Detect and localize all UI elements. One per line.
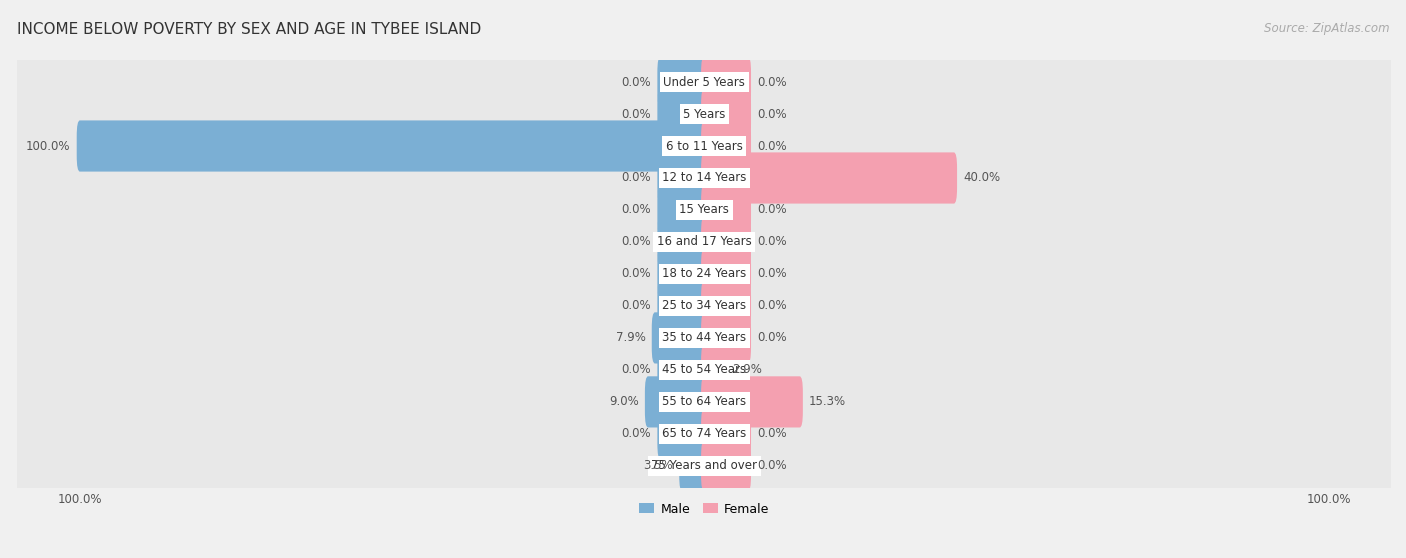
Text: 0.0%: 0.0% <box>758 204 787 217</box>
Text: 0.0%: 0.0% <box>621 300 651 312</box>
FancyBboxPatch shape <box>702 376 803 427</box>
FancyBboxPatch shape <box>702 312 751 363</box>
FancyBboxPatch shape <box>702 248 751 300</box>
FancyBboxPatch shape <box>14 148 1395 208</box>
FancyBboxPatch shape <box>14 85 1395 143</box>
Legend: Male, Female: Male, Female <box>634 498 775 521</box>
FancyBboxPatch shape <box>679 440 707 492</box>
FancyBboxPatch shape <box>658 152 707 204</box>
Text: 0.0%: 0.0% <box>758 235 787 248</box>
Text: 18 to 24 Years: 18 to 24 Years <box>662 267 747 281</box>
Text: 7.9%: 7.9% <box>616 331 645 344</box>
Text: 0.0%: 0.0% <box>758 331 787 344</box>
FancyBboxPatch shape <box>658 88 707 140</box>
FancyBboxPatch shape <box>702 217 751 267</box>
FancyBboxPatch shape <box>14 244 1395 304</box>
Text: 6 to 11 Years: 6 to 11 Years <box>666 140 742 152</box>
Text: 0.0%: 0.0% <box>758 75 787 89</box>
Text: 45 to 54 Years: 45 to 54 Years <box>662 363 747 377</box>
FancyBboxPatch shape <box>14 277 1395 335</box>
FancyBboxPatch shape <box>14 117 1395 175</box>
FancyBboxPatch shape <box>702 121 751 172</box>
Text: INCOME BELOW POVERTY BY SEX AND AGE IN TYBEE ISLAND: INCOME BELOW POVERTY BY SEX AND AGE IN T… <box>17 22 481 37</box>
FancyBboxPatch shape <box>14 309 1395 367</box>
FancyBboxPatch shape <box>652 312 707 363</box>
FancyBboxPatch shape <box>14 52 1395 112</box>
Text: 0.0%: 0.0% <box>758 108 787 121</box>
FancyBboxPatch shape <box>702 280 751 331</box>
FancyBboxPatch shape <box>77 121 707 172</box>
FancyBboxPatch shape <box>658 217 707 267</box>
Text: 0.0%: 0.0% <box>621 363 651 377</box>
FancyBboxPatch shape <box>645 376 707 427</box>
Text: 9.0%: 9.0% <box>609 396 638 408</box>
Text: 0.0%: 0.0% <box>621 204 651 217</box>
Text: 12 to 14 Years: 12 to 14 Years <box>662 171 747 185</box>
FancyBboxPatch shape <box>658 56 707 108</box>
FancyBboxPatch shape <box>702 56 751 108</box>
Text: Under 5 Years: Under 5 Years <box>664 75 745 89</box>
Text: 0.0%: 0.0% <box>758 459 787 473</box>
Text: 5 Years: 5 Years <box>683 108 725 121</box>
Text: Source: ZipAtlas.com: Source: ZipAtlas.com <box>1264 22 1389 35</box>
Text: 16 and 17 Years: 16 and 17 Years <box>657 235 752 248</box>
Text: 55 to 64 Years: 55 to 64 Years <box>662 396 747 408</box>
Text: 0.0%: 0.0% <box>621 171 651 185</box>
Text: 0.0%: 0.0% <box>758 427 787 440</box>
Text: 40.0%: 40.0% <box>963 171 1001 185</box>
FancyBboxPatch shape <box>14 181 1395 239</box>
FancyBboxPatch shape <box>702 440 751 492</box>
Text: 65 to 74 Years: 65 to 74 Years <box>662 427 747 440</box>
Text: 0.0%: 0.0% <box>758 140 787 152</box>
Text: 0.0%: 0.0% <box>758 267 787 281</box>
Text: 0.0%: 0.0% <box>621 75 651 89</box>
FancyBboxPatch shape <box>658 408 707 459</box>
FancyBboxPatch shape <box>658 248 707 300</box>
FancyBboxPatch shape <box>14 405 1395 463</box>
Text: 0.0%: 0.0% <box>621 427 651 440</box>
Text: 0.0%: 0.0% <box>621 267 651 281</box>
FancyBboxPatch shape <box>702 88 751 140</box>
Text: 100.0%: 100.0% <box>25 140 70 152</box>
Text: 35 to 44 Years: 35 to 44 Years <box>662 331 747 344</box>
FancyBboxPatch shape <box>14 213 1395 271</box>
FancyBboxPatch shape <box>702 152 957 204</box>
Text: 3.5%: 3.5% <box>644 459 673 473</box>
FancyBboxPatch shape <box>702 408 751 459</box>
FancyBboxPatch shape <box>658 280 707 331</box>
Text: 0.0%: 0.0% <box>758 300 787 312</box>
FancyBboxPatch shape <box>14 340 1395 400</box>
Text: 15 Years: 15 Years <box>679 204 730 217</box>
Text: 2.9%: 2.9% <box>731 363 762 377</box>
FancyBboxPatch shape <box>14 436 1395 496</box>
FancyBboxPatch shape <box>14 373 1395 431</box>
FancyBboxPatch shape <box>658 184 707 235</box>
FancyBboxPatch shape <box>702 344 725 396</box>
Text: 25 to 34 Years: 25 to 34 Years <box>662 300 747 312</box>
Text: 15.3%: 15.3% <box>808 396 846 408</box>
FancyBboxPatch shape <box>702 184 751 235</box>
FancyBboxPatch shape <box>658 344 707 396</box>
Text: 0.0%: 0.0% <box>621 235 651 248</box>
Text: 75 Years and over: 75 Years and over <box>651 459 758 473</box>
Text: 0.0%: 0.0% <box>621 108 651 121</box>
